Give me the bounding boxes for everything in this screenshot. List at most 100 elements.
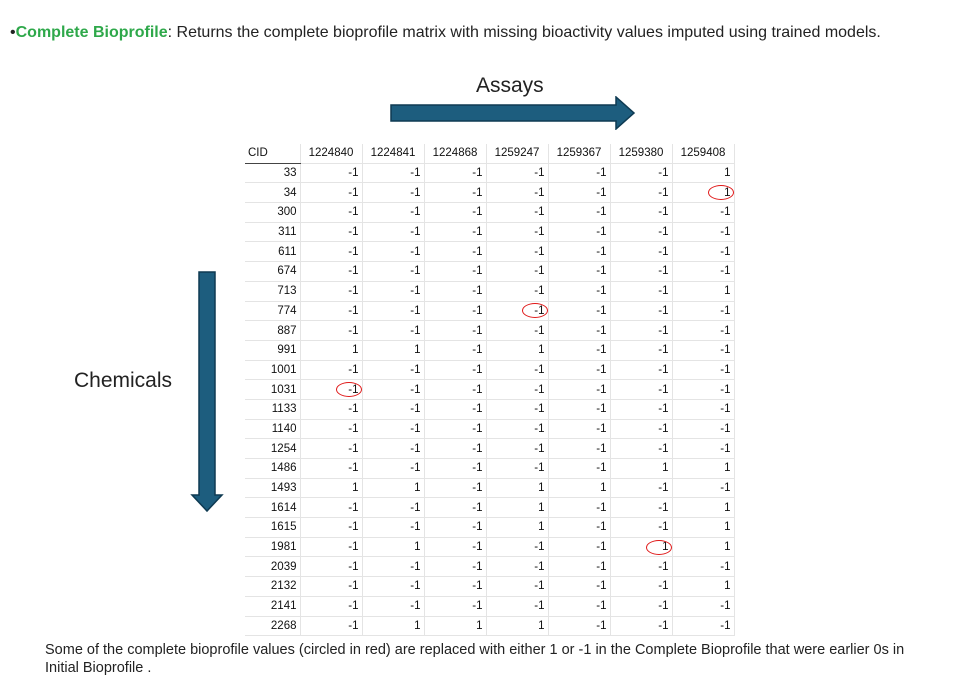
value-cell: -1 (610, 497, 673, 519)
value-cell: -1 (362, 379, 425, 400)
cid-cell: 1254 (245, 438, 301, 459)
table-row: 311 -1 -1 -1 -1 -1 -1 -1 (245, 222, 735, 243)
bullet: • (10, 24, 16, 41)
value-cell: -1 (486, 202, 549, 223)
value-cell: -1 (486, 281, 549, 302)
value-cell: -1 (362, 438, 425, 459)
cid-cell: 887 (245, 320, 301, 341)
value-cell: -1 (548, 241, 611, 263)
value-cell: 1 (672, 458, 735, 479)
value-cell: -1 (424, 320, 487, 341)
value-cell: -1 (300, 596, 363, 617)
value-cell: -1 (610, 202, 673, 223)
value-cell: -1 (548, 556, 611, 578)
value-cell: -1 (672, 596, 735, 617)
value-cell: 1 (486, 517, 549, 538)
table-row: 2039 -1 -1 -1 -1 -1 -1 -1 (245, 556, 735, 578)
value-cell: -1 (362, 596, 425, 617)
chemicals-label: Chemicals (74, 369, 173, 392)
value-cell: 1 (548, 478, 611, 499)
value-cell: 1 (486, 497, 549, 519)
value-cell: -1 (672, 241, 735, 263)
table-row: 611 -1 -1 -1 -1 -1 -1 -1 (245, 241, 735, 263)
table-row: 991 1 1 -1 1 -1 -1 -1 (245, 340, 735, 361)
value-cell: -1 (672, 360, 735, 381)
value-cell: -1 (362, 301, 425, 322)
value-cell: -1 (424, 399, 487, 420)
cid-cell: 1614 (245, 497, 301, 519)
column-header-cid: CID (245, 144, 301, 164)
value-cell: -1 (610, 281, 673, 302)
value-cell: 1 (610, 458, 673, 479)
value-cell: -1 (424, 281, 487, 302)
value-cell: -1 (486, 419, 549, 440)
value-cell: -1 (610, 616, 673, 637)
value-cell: -1 (362, 556, 425, 578)
value-cell: -1 (362, 576, 425, 597)
value-cell: -1 (300, 202, 363, 223)
value-cell: -1 (610, 320, 673, 341)
value-cell: -1 (300, 576, 363, 597)
value-cell: -1 (548, 301, 611, 322)
cid-cell: 2039 (245, 556, 301, 578)
value-cell: -1 (548, 261, 611, 282)
value-cell: -1 (548, 360, 611, 381)
value-cell: -1 (300, 438, 363, 459)
value-cell: -1 (362, 222, 425, 243)
value-cell: -1 (672, 320, 735, 341)
table-row: 1254 -1 -1 -1 -1 -1 -1 -1 (245, 438, 735, 459)
value-cell: -1 (424, 596, 487, 617)
value-cell: -1 (486, 596, 549, 617)
table-row: 34 -1 -1 -1 -1 -1 -1 1 (245, 182, 735, 204)
value-cell: -1 (672, 202, 735, 223)
table-row: 300 -1 -1 -1 -1 -1 -1 -1 (245, 202, 735, 223)
value-cell: -1 (362, 182, 425, 204)
cid-cell: 33 (245, 163, 301, 184)
value-cell: -1 (610, 340, 673, 361)
value-cell: -1 (548, 182, 611, 204)
value-cell: -1 (486, 360, 549, 381)
value-cell: 1 (424, 616, 487, 637)
table-row: 1031 -1 -1 -1 -1 -1 -1 -1 (245, 379, 735, 400)
value-cell: -1 (362, 458, 425, 479)
value-cell: -1 (424, 478, 487, 499)
value-cell: -1 (362, 360, 425, 381)
value-cell: -1 (610, 438, 673, 459)
value-cell: -1 (300, 241, 363, 263)
value-cell: -1 (486, 222, 549, 243)
value-cell: -1 (672, 222, 735, 243)
imputed-value-circle (522, 303, 548, 319)
value-cell: -1 (548, 399, 611, 420)
value-cell: -1 (300, 320, 363, 341)
value-cell: -1 (610, 222, 673, 243)
value-cell: -1 (362, 517, 425, 538)
value-cell: -1 (610, 419, 673, 440)
value-cell: -1 (548, 616, 611, 637)
value-cell: -1 (610, 576, 673, 597)
value-cell: -1 (548, 222, 611, 243)
table-row: 674 -1 -1 -1 -1 -1 -1 -1 (245, 261, 735, 282)
cid-cell: 300 (245, 202, 301, 223)
value-cell: 1 (300, 478, 363, 499)
value-cell: -1 (424, 202, 487, 223)
cid-cell: 611 (245, 241, 301, 263)
value-cell: -1 (362, 320, 425, 341)
value-cell: -1 (548, 596, 611, 617)
value-cell: -1 (300, 222, 363, 243)
value-cell: -1 (300, 517, 363, 538)
value-cell: -1 (424, 301, 487, 322)
value-cell: -1 (300, 281, 363, 302)
value-cell: -1 (548, 537, 611, 558)
value-cell: -1 (424, 419, 487, 440)
cid-cell: 1981 (245, 537, 301, 558)
value-cell: -1 (610, 556, 673, 578)
value-cell: -1 (300, 419, 363, 440)
value-cell: -1 (672, 301, 735, 322)
value-cell: 1 (672, 163, 735, 184)
value-cell: -1 (424, 163, 487, 184)
value-cell: -1 (548, 163, 611, 184)
value-cell: -1 (486, 241, 549, 263)
value-cell: -1 (362, 241, 425, 263)
value-cell: -1 (486, 399, 549, 420)
table-row: 713 -1 -1 -1 -1 -1 -1 1 (245, 281, 735, 302)
